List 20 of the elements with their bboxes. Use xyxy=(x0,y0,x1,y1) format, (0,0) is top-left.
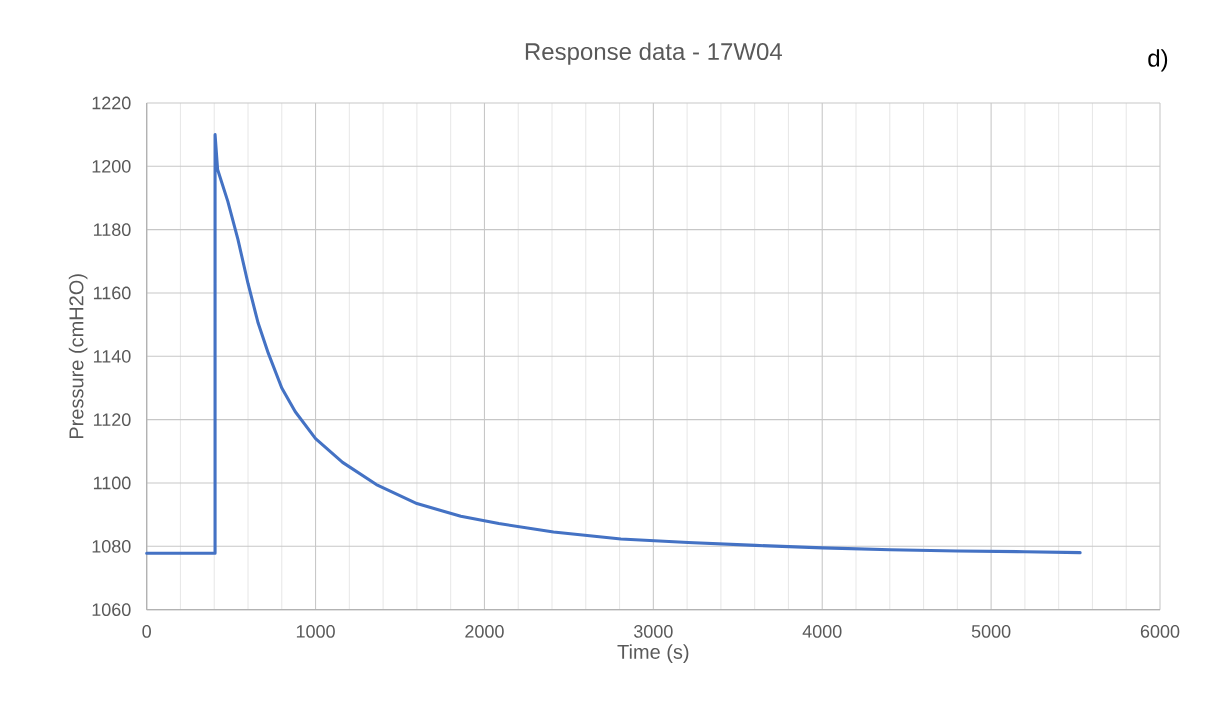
y-tick-label: 1220 xyxy=(92,96,131,110)
x-tick-label: 3000 xyxy=(634,625,673,638)
y-tick-label: 1160 xyxy=(93,286,131,300)
y-tick-label: 1140 xyxy=(93,349,131,363)
y-tick-label: 1200 xyxy=(92,159,131,173)
x-tick-label: 1000 xyxy=(296,625,335,638)
x-axis-title: Time (s) xyxy=(617,644,689,663)
y-tick-label: 1120 xyxy=(93,413,131,427)
x-tick-label: 4000 xyxy=(802,625,842,638)
text: d) xyxy=(1148,49,1168,72)
x-tick-label: 0 xyxy=(142,625,151,638)
x-tick-label: 6000 xyxy=(1140,625,1180,638)
x-tick-label: 2000 xyxy=(465,625,504,638)
y-tick-label: 1060 xyxy=(92,603,131,617)
y-tick-label: 1100 xyxy=(93,476,131,490)
y-tick-label: 1180 xyxy=(93,223,131,237)
y-tick-label: 1080 xyxy=(92,539,131,553)
chart-title: Response data - 17W04 xyxy=(525,42,782,65)
x-tick-label: 5000 xyxy=(971,625,1011,638)
y-axis-title: Pressure (cmH2O) xyxy=(68,274,88,439)
